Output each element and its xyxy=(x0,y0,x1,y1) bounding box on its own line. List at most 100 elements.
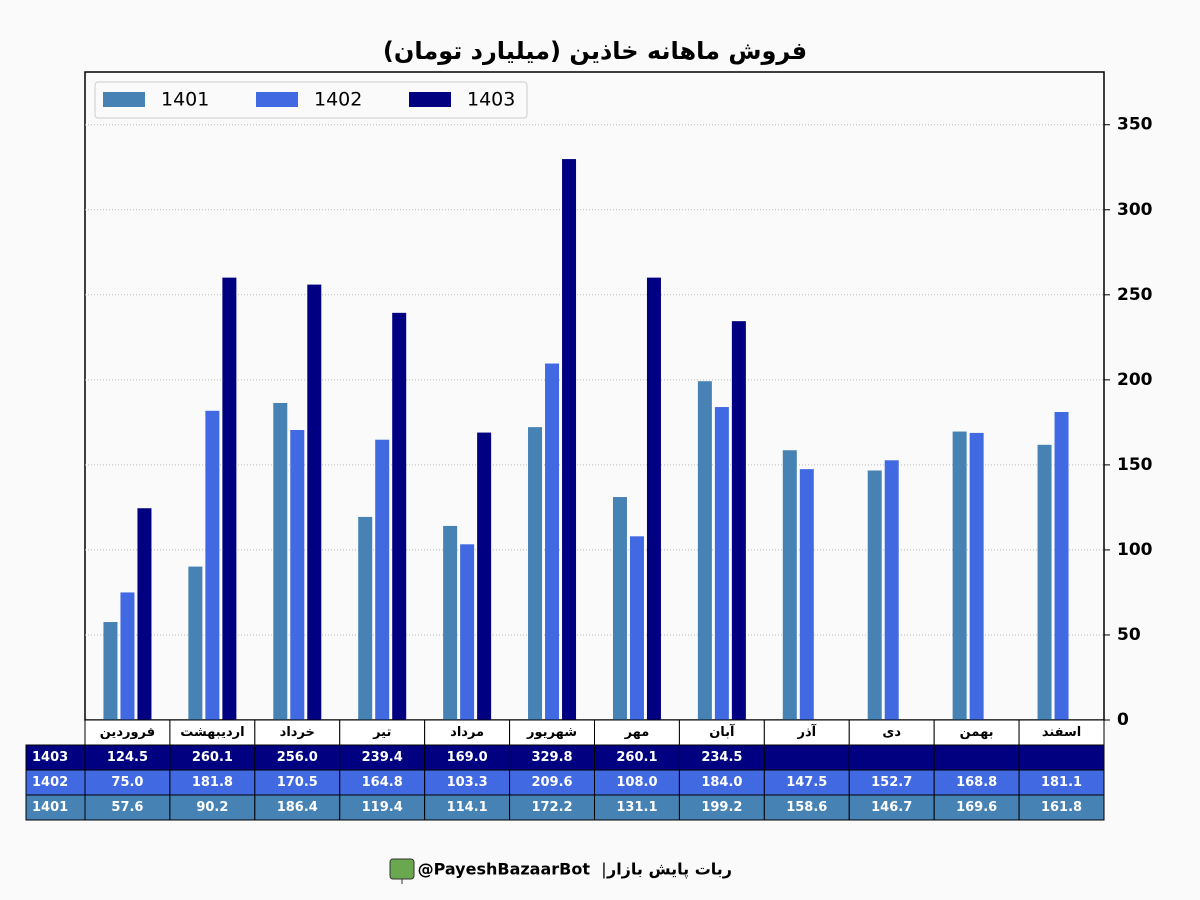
table-cell xyxy=(933,794,1020,821)
bar xyxy=(799,469,814,720)
bar xyxy=(528,427,543,720)
table-cell xyxy=(594,794,680,821)
y-tick-label: 200 xyxy=(1117,370,1153,390)
table-value: 146.7 xyxy=(871,800,912,815)
table-value: 239.4 xyxy=(362,750,403,765)
table-row-label: 1402 xyxy=(32,775,68,790)
x-tick-label: خرداد xyxy=(280,725,315,740)
table-value: 124.5 xyxy=(107,750,148,765)
table-value: 164.8 xyxy=(362,775,403,790)
table-cell xyxy=(1018,744,1105,771)
table-value: 234.5 xyxy=(701,750,742,765)
table-row-label: 1401 xyxy=(32,800,68,815)
table-row-label-cell xyxy=(25,769,86,796)
x-tick-label: مهر xyxy=(624,725,650,740)
y-tick-label: 300 xyxy=(1117,200,1153,220)
bar xyxy=(697,381,712,720)
bar xyxy=(358,516,373,720)
table-value: 184.0 xyxy=(701,775,742,790)
y-tick-label: 250 xyxy=(1117,285,1153,305)
bar xyxy=(477,432,492,720)
table-header-cell xyxy=(509,719,596,746)
table-cell xyxy=(169,769,256,796)
x-tick-label: آذر xyxy=(796,723,816,740)
table-value: 169.6 xyxy=(956,800,997,815)
footer-separator: | xyxy=(601,860,606,879)
table-cell xyxy=(84,744,171,771)
table-cell xyxy=(84,769,171,796)
bar xyxy=(222,277,237,720)
footer-handle: @PayeshBazaarBot xyxy=(418,860,591,879)
table-cell xyxy=(254,769,341,796)
table-value: 170.5 xyxy=(277,775,318,790)
table-cell xyxy=(763,769,850,796)
table-value: 90.2 xyxy=(196,800,228,815)
bar xyxy=(646,277,661,720)
table-value: 209.6 xyxy=(531,775,572,790)
table-value: 256.0 xyxy=(277,750,318,765)
bar xyxy=(1054,411,1069,720)
bar xyxy=(714,407,729,720)
y-tick-label: 50 xyxy=(1117,625,1141,645)
table-value: 199.2 xyxy=(701,800,742,815)
bar xyxy=(392,312,407,720)
bar xyxy=(307,284,322,720)
table-cell xyxy=(509,744,596,771)
table-value: 186.4 xyxy=(277,800,318,815)
legend-swatch xyxy=(103,92,145,107)
x-tick-label: فروردین xyxy=(100,725,155,740)
bar xyxy=(273,402,288,720)
bar xyxy=(952,431,967,720)
table-cell xyxy=(678,744,765,771)
table-value: 131.1 xyxy=(616,800,657,815)
y-tick-label: 350 xyxy=(1117,115,1153,135)
legend-label: 1403 xyxy=(467,89,515,111)
bar xyxy=(205,410,220,720)
x-tick-label: آبان xyxy=(709,723,735,740)
table-header-cell xyxy=(763,719,850,746)
table-value: 75.0 xyxy=(111,775,143,790)
chart-title: فروش ماهانه خاذین (میلیارد تومان) xyxy=(383,37,807,65)
table-cell xyxy=(763,794,850,821)
x-tick-label: مرداد xyxy=(450,725,484,740)
table-value: 147.5 xyxy=(786,775,827,790)
x-tick-label: اردیبهشت xyxy=(180,725,244,740)
table-cell xyxy=(848,744,935,771)
bar xyxy=(137,508,152,720)
bar xyxy=(290,430,305,720)
bar xyxy=(969,432,984,720)
x-tick-label: شهریور xyxy=(526,725,577,740)
y-tick-label: 150 xyxy=(1117,455,1153,475)
y-tick-label: 100 xyxy=(1117,540,1153,560)
table-cell xyxy=(933,769,1020,796)
legend-swatch xyxy=(256,92,298,107)
table-header-cell xyxy=(339,719,426,746)
table-header-cell xyxy=(678,719,765,746)
bar xyxy=(545,363,560,720)
legend-box xyxy=(94,81,528,119)
table-header-cell xyxy=(848,719,935,746)
bar xyxy=(884,460,899,720)
bar xyxy=(375,439,390,720)
table-cell xyxy=(424,769,511,796)
table-value: 169.0 xyxy=(447,750,488,765)
footer-name: ربات پایش بازار xyxy=(606,860,732,880)
table-cell xyxy=(1018,794,1105,821)
table-value: 168.8 xyxy=(956,775,997,790)
table-row-label-cell xyxy=(25,794,86,821)
bar xyxy=(103,622,118,720)
y-tick-label: 0 xyxy=(1117,710,1129,730)
bar xyxy=(867,470,882,720)
bar xyxy=(782,450,797,720)
table-value: 260.1 xyxy=(616,750,657,765)
table-value: 108.0 xyxy=(616,775,657,790)
table-value: 103.3 xyxy=(447,775,488,790)
x-tick-label: تیر xyxy=(372,725,391,740)
legend-label: 1402 xyxy=(314,89,362,111)
table-cell xyxy=(594,769,680,796)
bar xyxy=(120,592,135,720)
table-cell xyxy=(1018,769,1105,796)
table-value: 260.1 xyxy=(192,750,233,765)
table-cell xyxy=(848,769,935,796)
